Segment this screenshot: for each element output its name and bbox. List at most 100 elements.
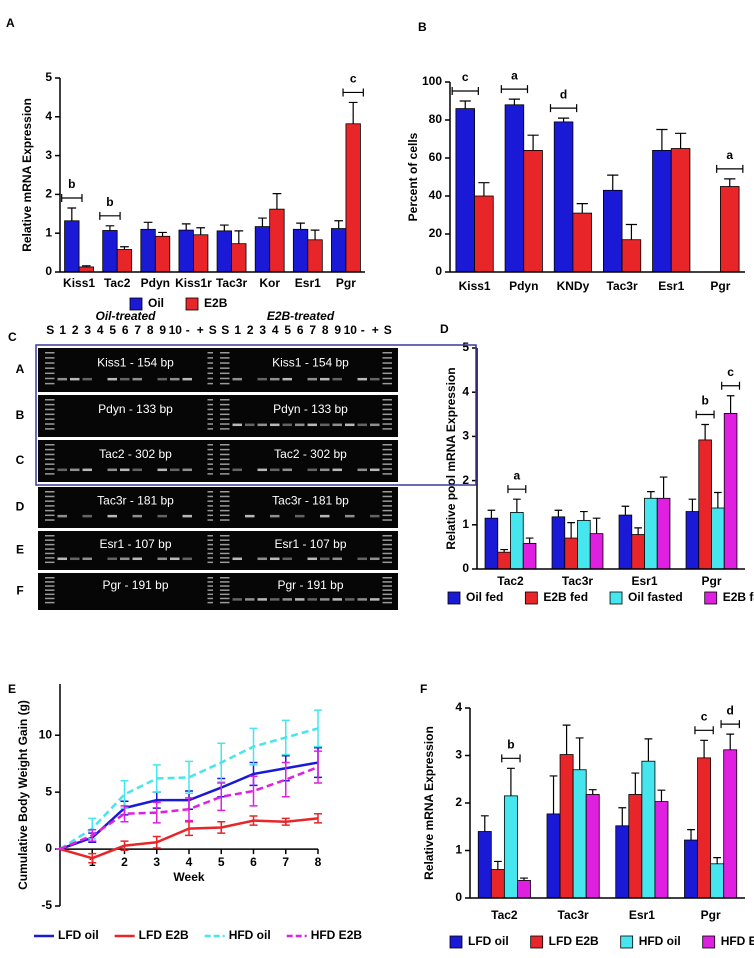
gel-lane-label: 9 [334,323,341,337]
gel-marker-label: Tac2 - 302 bp [99,447,172,461]
gel-image [213,531,398,570]
ladder-band [382,362,392,364]
ladder-band [207,535,217,537]
gel-lane-label: S [209,323,217,337]
ladder-band [382,519,392,521]
gel-band [282,377,292,381]
ladder-band [45,458,55,461]
legend-label: HFD oil [229,928,271,942]
gel-band [370,377,380,381]
bar [546,813,561,899]
bar [497,551,511,570]
bar [618,514,633,570]
error-bar [525,537,534,544]
legend-swatch [129,297,143,311]
gel-lane-label: 8 [322,323,329,337]
bar [589,533,604,570]
significance-letter: c [701,709,708,723]
legend-label: Oil fasted [628,590,683,604]
error-bar [152,801,161,824]
y-tick-label: 0 [462,561,469,575]
gel-band [332,377,342,381]
gel-image [213,348,398,392]
y-tick-label: 0 [45,841,52,855]
ladder-band [382,418,392,420]
error-bar [527,134,539,151]
ladder-band [382,509,392,512]
gel-band [170,377,180,381]
gel-row-label: A [16,362,25,376]
ladder-band [207,539,217,541]
legend-swatch [620,935,634,949]
legend-swatch [447,591,461,605]
ladder-band [207,593,217,596]
significance-letter: b [507,737,514,751]
gel-band [345,598,355,601]
error-bar [500,548,508,553]
error-bar [644,738,653,762]
error-bar [656,128,668,151]
gel-band [70,377,80,381]
ladder-band [207,362,217,364]
ladder-band [382,372,392,375]
gel-band [82,377,92,381]
gel-band [307,423,317,427]
gel-band [107,514,117,518]
significance-letter: d [560,87,567,101]
ladder-band [382,495,392,498]
bar [723,413,738,570]
error-bar [580,510,588,521]
ladder-band [220,463,230,465]
ladder-band [207,601,217,604]
ladder-band [207,500,217,502]
gel-band [282,598,292,601]
x-tick-label: Pgr [701,574,721,588]
ladder-band [220,362,230,364]
bar [697,757,712,899]
ladder-band [45,413,55,416]
gel-band [170,468,180,472]
ladder-band [220,408,230,411]
ladder-band [45,514,55,517]
significance-bracket [99,211,121,220]
bar [140,228,156,273]
gel-band [132,377,142,381]
ladder-band [45,491,55,493]
y-tick-label: 0 [435,264,442,278]
ladder-band [207,581,217,583]
significance-letter: d [727,703,734,717]
gel-band [370,557,380,561]
ladder-band [382,357,392,359]
ladder-band [45,362,55,364]
gel-band [357,377,367,381]
gel-band [245,598,255,601]
ladder-band [382,500,392,502]
panel-label: F [420,682,427,696]
ladder-band [220,539,230,541]
y-tick-label: 10 [39,727,53,741]
x-tick-label: Tac3r [607,279,638,293]
y-axis-label: Percent of cells [406,132,420,221]
legend-swatch [704,591,718,605]
ladder-band [45,535,55,537]
bar [641,760,656,899]
ladder-band [382,557,392,559]
error-bar [508,98,521,105]
ladder-band [207,514,217,517]
bar [345,123,361,273]
significance-letter: c [727,365,734,379]
legend-label: LFD oil [58,928,99,942]
bar [254,226,271,273]
ladder-band [220,548,230,550]
error-bar [726,395,735,414]
ladder-band [382,448,392,451]
gel-image [213,440,398,482]
gel-band [132,514,142,518]
error-bar [701,423,709,440]
gel-band [182,514,192,518]
gel-lane-label: 10 [344,323,358,337]
x-tick-label: Tac3r [558,908,589,922]
bar [154,235,171,273]
ladder-band [220,543,230,546]
ladder-band [220,585,230,587]
